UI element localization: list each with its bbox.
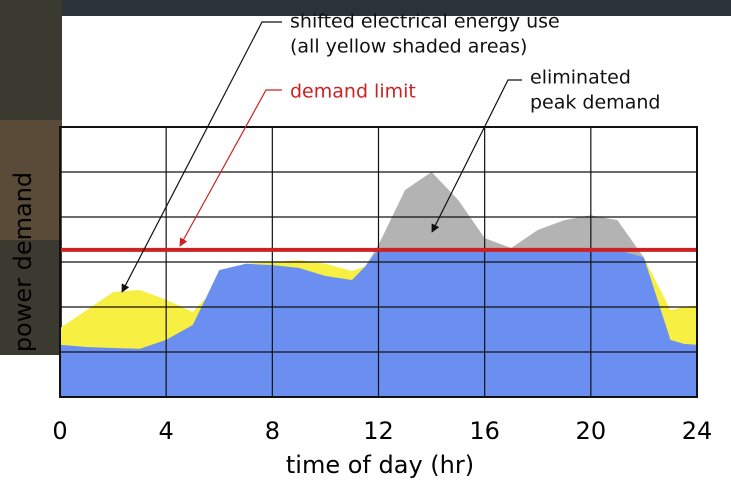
- x-tick-label: 4: [159, 417, 174, 445]
- plot-area: [59, 126, 698, 398]
- annotation: shifted electrical energy use: [290, 11, 560, 33]
- arrow: [121, 21, 282, 293]
- annotation: eliminated: [530, 67, 631, 89]
- x-axis-label: time of day (hr): [286, 451, 474, 479]
- x-tick-label: 12: [363, 417, 394, 445]
- annotation: demand limit: [290, 81, 416, 103]
- annotation: peak demand: [530, 92, 660, 114]
- background-photo: [0, 120, 62, 240]
- x-tick-label: 16: [469, 417, 500, 445]
- arrow: [431, 79, 522, 233]
- annotation: (all yellow shaded areas): [290, 36, 527, 58]
- x-tick-label: 24: [682, 417, 713, 445]
- plot-border: [59, 126, 698, 398]
- arrow: [179, 89, 282, 247]
- x-tick-label: 8: [265, 417, 280, 445]
- background-photo: [0, 0, 731, 16]
- y-axis-label: power demand: [9, 172, 37, 352]
- x-tick-label: 20: [576, 417, 607, 445]
- x-tick-label: 0: [52, 417, 67, 445]
